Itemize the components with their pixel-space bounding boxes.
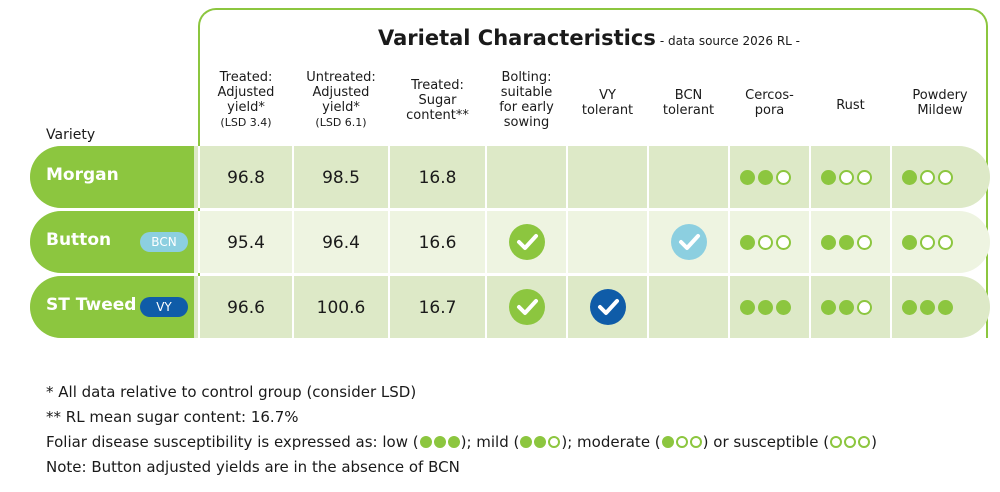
table-row: Button BCN 95.4 96.4 16.6 (30, 211, 990, 273)
column-header: BCN tolerant (662, 88, 715, 118)
untreated-yield-value: 96.4 (322, 233, 360, 253)
column-header: Untreated: Adjusted yield* (LSD 6.1) (306, 70, 376, 129)
treated-yield-value: 96.8 (227, 168, 265, 188)
mildew-rating-icon (902, 167, 956, 187)
variety-name: Button (46, 230, 112, 250)
untreated-yield-value: 98.5 (322, 168, 360, 188)
page-title: Varietal Characteristics - data source 20… (378, 26, 801, 50)
mildew-rating-icon (902, 232, 956, 252)
cercospora-rating-icon (740, 232, 794, 252)
sugar-content-value: 16.6 (418, 233, 457, 253)
legend-text: ); mild ( (460, 433, 520, 451)
legend-low-icon (419, 433, 461, 451)
treated-yield-value: 96.6 (227, 298, 265, 318)
column-header: Treated: Sugar content** (406, 78, 469, 123)
legend-text: ) or susceptible ( (702, 433, 830, 451)
rust-rating-icon (821, 232, 875, 252)
column-header: Powdery Mildew (912, 88, 968, 118)
variety-column-header: Variety (46, 127, 96, 143)
column-header: Rust (836, 98, 865, 113)
cercospora-rating-icon (740, 167, 794, 187)
variety-badge: BCN (140, 232, 188, 252)
variety-label: ST Tweed VY (30, 276, 194, 338)
column-header: Cercos-pora (745, 88, 794, 118)
legend-moderate-icon (661, 433, 703, 451)
variety-label: Morgan (30, 146, 194, 208)
footnote-lsd: * All data relative to control group (co… (46, 383, 417, 401)
page-subtitle: - data source 2026 RL - (659, 34, 801, 48)
bolting-check-icon (508, 289, 545, 325)
variety-badge: VY (140, 297, 188, 317)
table-row: Morgan 96.8 98.5 16.8 (30, 146, 990, 208)
legend-text: ); moderate ( (561, 433, 661, 451)
rust-rating-icon (821, 167, 875, 187)
sugar-content-value: 16.8 (418, 168, 457, 188)
footnote-sugar: ** RL mean sugar content: 16.7% (46, 408, 299, 426)
bolting-check-icon (508, 224, 545, 260)
mildew-rating-icon (902, 297, 956, 317)
column-header: VY tolerant (581, 88, 634, 118)
cercospora-rating-icon (740, 297, 794, 317)
variety-name: Morgan (46, 165, 119, 185)
legend-susceptible-icon (829, 433, 871, 451)
column-header: Bolting: suitable for early sowing (499, 70, 554, 130)
legend-mild-icon (519, 433, 561, 451)
treated-yield-value: 95.4 (227, 233, 265, 253)
legend-text: ) (871, 433, 877, 451)
footnote-button: Note: Button adjusted yields are in the … (46, 458, 460, 476)
sugar-content-value: 16.7 (418, 298, 457, 318)
untreated-yield-value: 100.6 (316, 298, 366, 318)
variety-label: Button BCN (30, 211, 194, 273)
column-header: Treated: Adjusted yield* (LSD 3.4) (217, 70, 275, 129)
legend-text: Foliar disease susceptibility is express… (46, 433, 419, 451)
rust-rating-icon (821, 297, 875, 317)
bcn-tolerant-check-icon (670, 224, 707, 260)
variety-name: ST Tweed (46, 295, 137, 315)
vy-tolerant-check-icon (589, 289, 626, 325)
footnote-legend: Foliar disease susceptibility is express… (46, 433, 877, 451)
table-row: ST Tweed VY 96.6 100.6 16.7 (30, 276, 990, 338)
